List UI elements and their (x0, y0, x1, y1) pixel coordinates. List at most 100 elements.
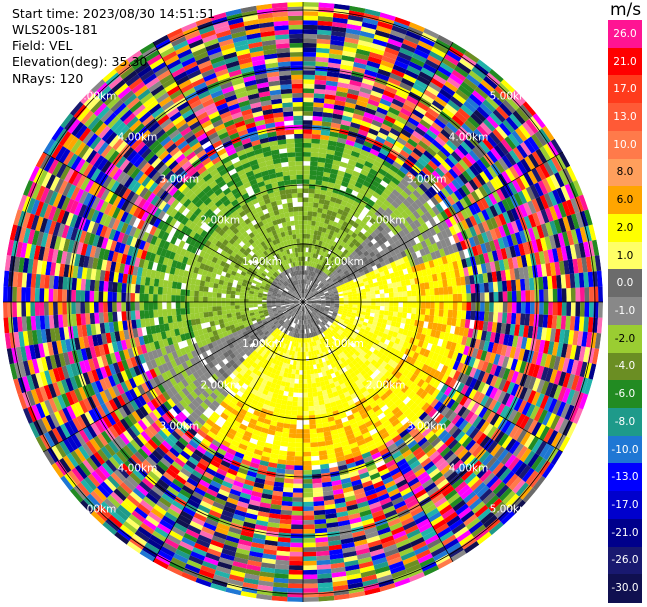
velocity-cell (358, 153, 368, 161)
velocity-cell (278, 143, 287, 150)
velocity-cell (359, 124, 370, 133)
velocity-cell (400, 250, 407, 258)
velocity-cell (486, 180, 496, 193)
velocity-cell (466, 293, 472, 302)
velocity-cell (212, 287, 218, 293)
velocity-cell (318, 11, 334, 18)
velocity-cell (330, 168, 339, 175)
velocity-cell (261, 104, 273, 111)
velocity-cell (430, 251, 437, 260)
velocity-cell (578, 242, 586, 258)
velocity-cell (429, 227, 437, 236)
velocity-cell (296, 238, 300, 244)
velocity-cell (468, 204, 478, 216)
velocity-cell (332, 159, 341, 166)
velocity-cell (341, 285, 347, 290)
velocity-cell (309, 170, 317, 176)
velocity-cell (412, 147, 424, 158)
velocity-cell (376, 72, 390, 82)
velocity-cell (400, 128, 412, 139)
velocity-cell (288, 234, 293, 240)
velocity-cell (446, 195, 456, 206)
velocity-cell (401, 162, 412, 172)
velocity-cell (540, 209, 550, 224)
velocity-cell (369, 94, 382, 103)
velocity-cell (515, 177, 526, 191)
velocity-cell (518, 204, 528, 218)
velocity-cell (346, 274, 352, 280)
velocity-cell (389, 272, 396, 279)
velocity-cell (311, 134, 321, 140)
velocity-cell (515, 218, 524, 232)
velocity-cell (347, 88, 360, 96)
velocity-cell (370, 47, 385, 56)
velocity-cell (288, 165, 297, 171)
velocity-cell (320, 277, 325, 282)
velocity-cell (412, 177, 422, 187)
velocity-cell (116, 302, 122, 312)
velocity-cell (171, 308, 177, 316)
velocity-cell (440, 271, 447, 280)
velocity-cell (203, 286, 209, 292)
velocity-cell (347, 267, 353, 273)
velocity-cell (283, 179, 291, 186)
velocity-cell (385, 184, 395, 193)
velocity-cell (331, 285, 337, 290)
velocity-cell (461, 258, 468, 268)
velocity-cell (363, 224, 370, 232)
velocity-cell (290, 184, 298, 189)
velocity-cell (272, 107, 283, 114)
velocity-cell (294, 247, 298, 253)
velocity-cell (335, 254, 341, 260)
velocity-cell (321, 299, 326, 301)
velocity-cell (352, 267, 359, 273)
velocity-cell (364, 213, 372, 221)
velocity-cell (518, 124, 531, 139)
velocity-cell (303, 97, 314, 103)
velocity-cell (412, 210, 421, 220)
velocity-cell (369, 251, 376, 258)
velocity-cell (572, 258, 579, 274)
velocity-cell (325, 284, 331, 289)
velocity-cell (225, 302, 231, 306)
velocity-cell (107, 302, 113, 313)
velocity-cell (303, 15, 318, 21)
velocity-cell (523, 172, 534, 187)
velocity-cell (367, 56, 382, 65)
velocity-cell (418, 183, 428, 193)
velocity-cell (347, 229, 354, 236)
velocity-cell (450, 42, 467, 55)
velocity-cell (466, 193, 477, 205)
velocity-cell (305, 289, 308, 294)
velocity-cell (492, 109, 506, 123)
velocity-cell (320, 251, 326, 257)
velocity-cell (346, 289, 352, 293)
velocity-cell (166, 294, 172, 302)
velocity-cell (275, 38, 290, 45)
velocity-cell (373, 228, 381, 236)
velocity-cell (357, 39, 373, 48)
velocity-cell (402, 255, 410, 263)
velocity-cell (313, 202, 319, 208)
velocity-cell (230, 298, 235, 302)
velocity-cell (570, 287, 576, 302)
velocity-cell (525, 186, 536, 201)
velocity-cell (371, 144, 382, 153)
velocity-cell (216, 306, 222, 311)
velocity-cell (583, 241, 591, 258)
velocity-cell (395, 55, 411, 66)
velocity-cell (585, 256, 593, 273)
velocity-cell (303, 6, 319, 12)
velocity-cell (428, 259, 435, 268)
velocity-cell (311, 257, 315, 263)
velocity-cell (393, 271, 400, 278)
velocity-cell (263, 53, 278, 60)
velocity-cell (307, 297, 312, 301)
velocity-cell (157, 309, 163, 318)
velocity-cell (30, 302, 36, 317)
velocity-cell (505, 168, 516, 182)
velocity-cell (472, 161, 484, 174)
velocity-cell (325, 228, 331, 235)
velocity-cell (318, 290, 324, 294)
velocity-cell (304, 279, 306, 284)
